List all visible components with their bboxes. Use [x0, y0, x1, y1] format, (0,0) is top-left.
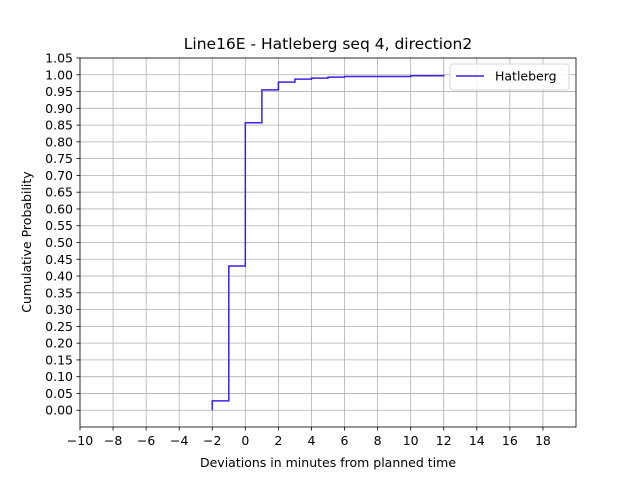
- y-axis-ticks: 0.00 0.05 0.10 0.150.20 0.25 0.30 0.350.40 0.45…: [45, 51, 80, 418]
- x-tick-label: −8: [104, 433, 122, 448]
- y-tick-label: 0.20: [45, 336, 73, 351]
- series-line-hatleberg: [211, 74, 445, 411]
- legend-label-hatleberg: Hatleberg: [495, 69, 557, 84]
- x-tick-label: −10: [67, 433, 93, 448]
- chart-title: Line16E - Hatleberg seq 4, direction2: [184, 35, 472, 53]
- y-tick-label: 1.00: [45, 67, 73, 82]
- y-tick-label: 0.50: [45, 235, 73, 250]
- y-tick-label: 0.45: [45, 252, 73, 267]
- x-tick-label: 14: [469, 433, 485, 448]
- x-tick-label: 12: [436, 433, 452, 448]
- x-tick-label: 2: [274, 433, 282, 448]
- x-tick-label: 10: [403, 433, 419, 448]
- x-tick-label: 16: [502, 433, 518, 448]
- y-tick-label: 0.40: [45, 269, 73, 284]
- x-axis-title: Deviations in minutes from planned time: [200, 455, 456, 470]
- y-tick-label: 0.10: [45, 369, 73, 384]
- y-tick-label: 0.00: [45, 403, 73, 418]
- y-tick-label: 0.05: [45, 386, 73, 401]
- x-tick-label: 0: [241, 433, 249, 448]
- y-tick-label: 0.35: [45, 285, 73, 300]
- legend-box: [449, 63, 570, 91]
- y-tick-label: 0.60: [45, 201, 73, 216]
- y-tick-label: 1.05: [45, 51, 73, 66]
- x-tick-label: 8: [374, 433, 382, 448]
- y-tick-label: 0.65: [45, 185, 73, 200]
- x-tick-label: 6: [341, 433, 349, 448]
- x-tick-label: 4: [307, 433, 315, 448]
- y-tick-label: 0.30: [45, 302, 73, 317]
- y-tick-label: 0.25: [45, 319, 73, 334]
- y-axis-title: Cumulative Probability: [19, 171, 34, 313]
- y-tick-label: 0.55: [45, 218, 73, 233]
- legend: Hatleberg: [449, 63, 570, 91]
- y-tick-label: 0.15: [45, 352, 73, 367]
- y-tick-label: 0.85: [45, 118, 73, 133]
- y-tick-label: 0.80: [45, 134, 73, 149]
- y-tick-label: 0.75: [45, 151, 73, 166]
- x-tick-label: −6: [137, 433, 155, 448]
- y-tick-label: 0.95: [45, 84, 73, 99]
- x-axis-ticks: −10 −8 −6 −4 −2 0 2 4 6 8 10 12 14 16 18: [67, 427, 551, 448]
- y-tick-label: 0.90: [45, 101, 73, 116]
- series-layer: [211, 74, 445, 411]
- x-tick-label: −2: [203, 433, 221, 448]
- x-tick-label: 18: [535, 433, 551, 448]
- y-tick-label: 0.70: [45, 168, 73, 183]
- x-tick-label: −4: [170, 433, 188, 448]
